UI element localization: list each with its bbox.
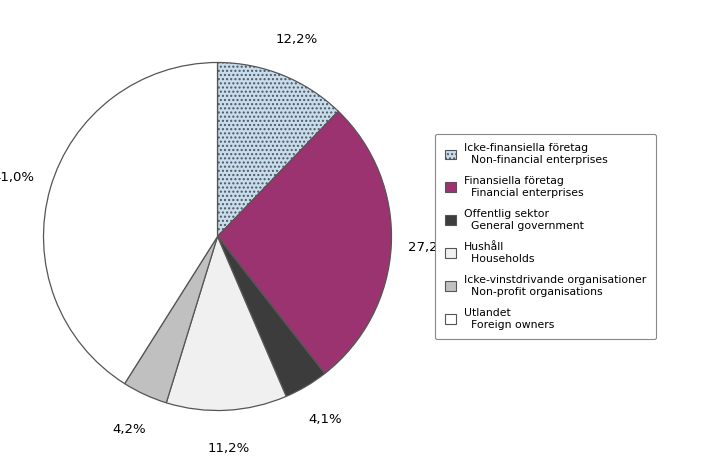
Text: 12,2%: 12,2% (276, 33, 318, 46)
Wedge shape (218, 62, 339, 236)
Text: 11,2%: 11,2% (208, 442, 250, 455)
Wedge shape (218, 111, 392, 374)
Wedge shape (44, 62, 218, 384)
Wedge shape (218, 236, 325, 396)
Text: 27,2%: 27,2% (408, 241, 451, 254)
Legend: Icke-finansiella företag
  Non-financial enterprises, Finansiella företag
  Fina: Icke-finansiella företag Non-financial e… (435, 133, 656, 340)
Wedge shape (125, 236, 218, 403)
Text: 41,0%: 41,0% (0, 171, 35, 184)
Text: 4,1%: 4,1% (309, 412, 342, 426)
Text: 4,2%: 4,2% (112, 423, 146, 436)
Wedge shape (166, 236, 286, 411)
